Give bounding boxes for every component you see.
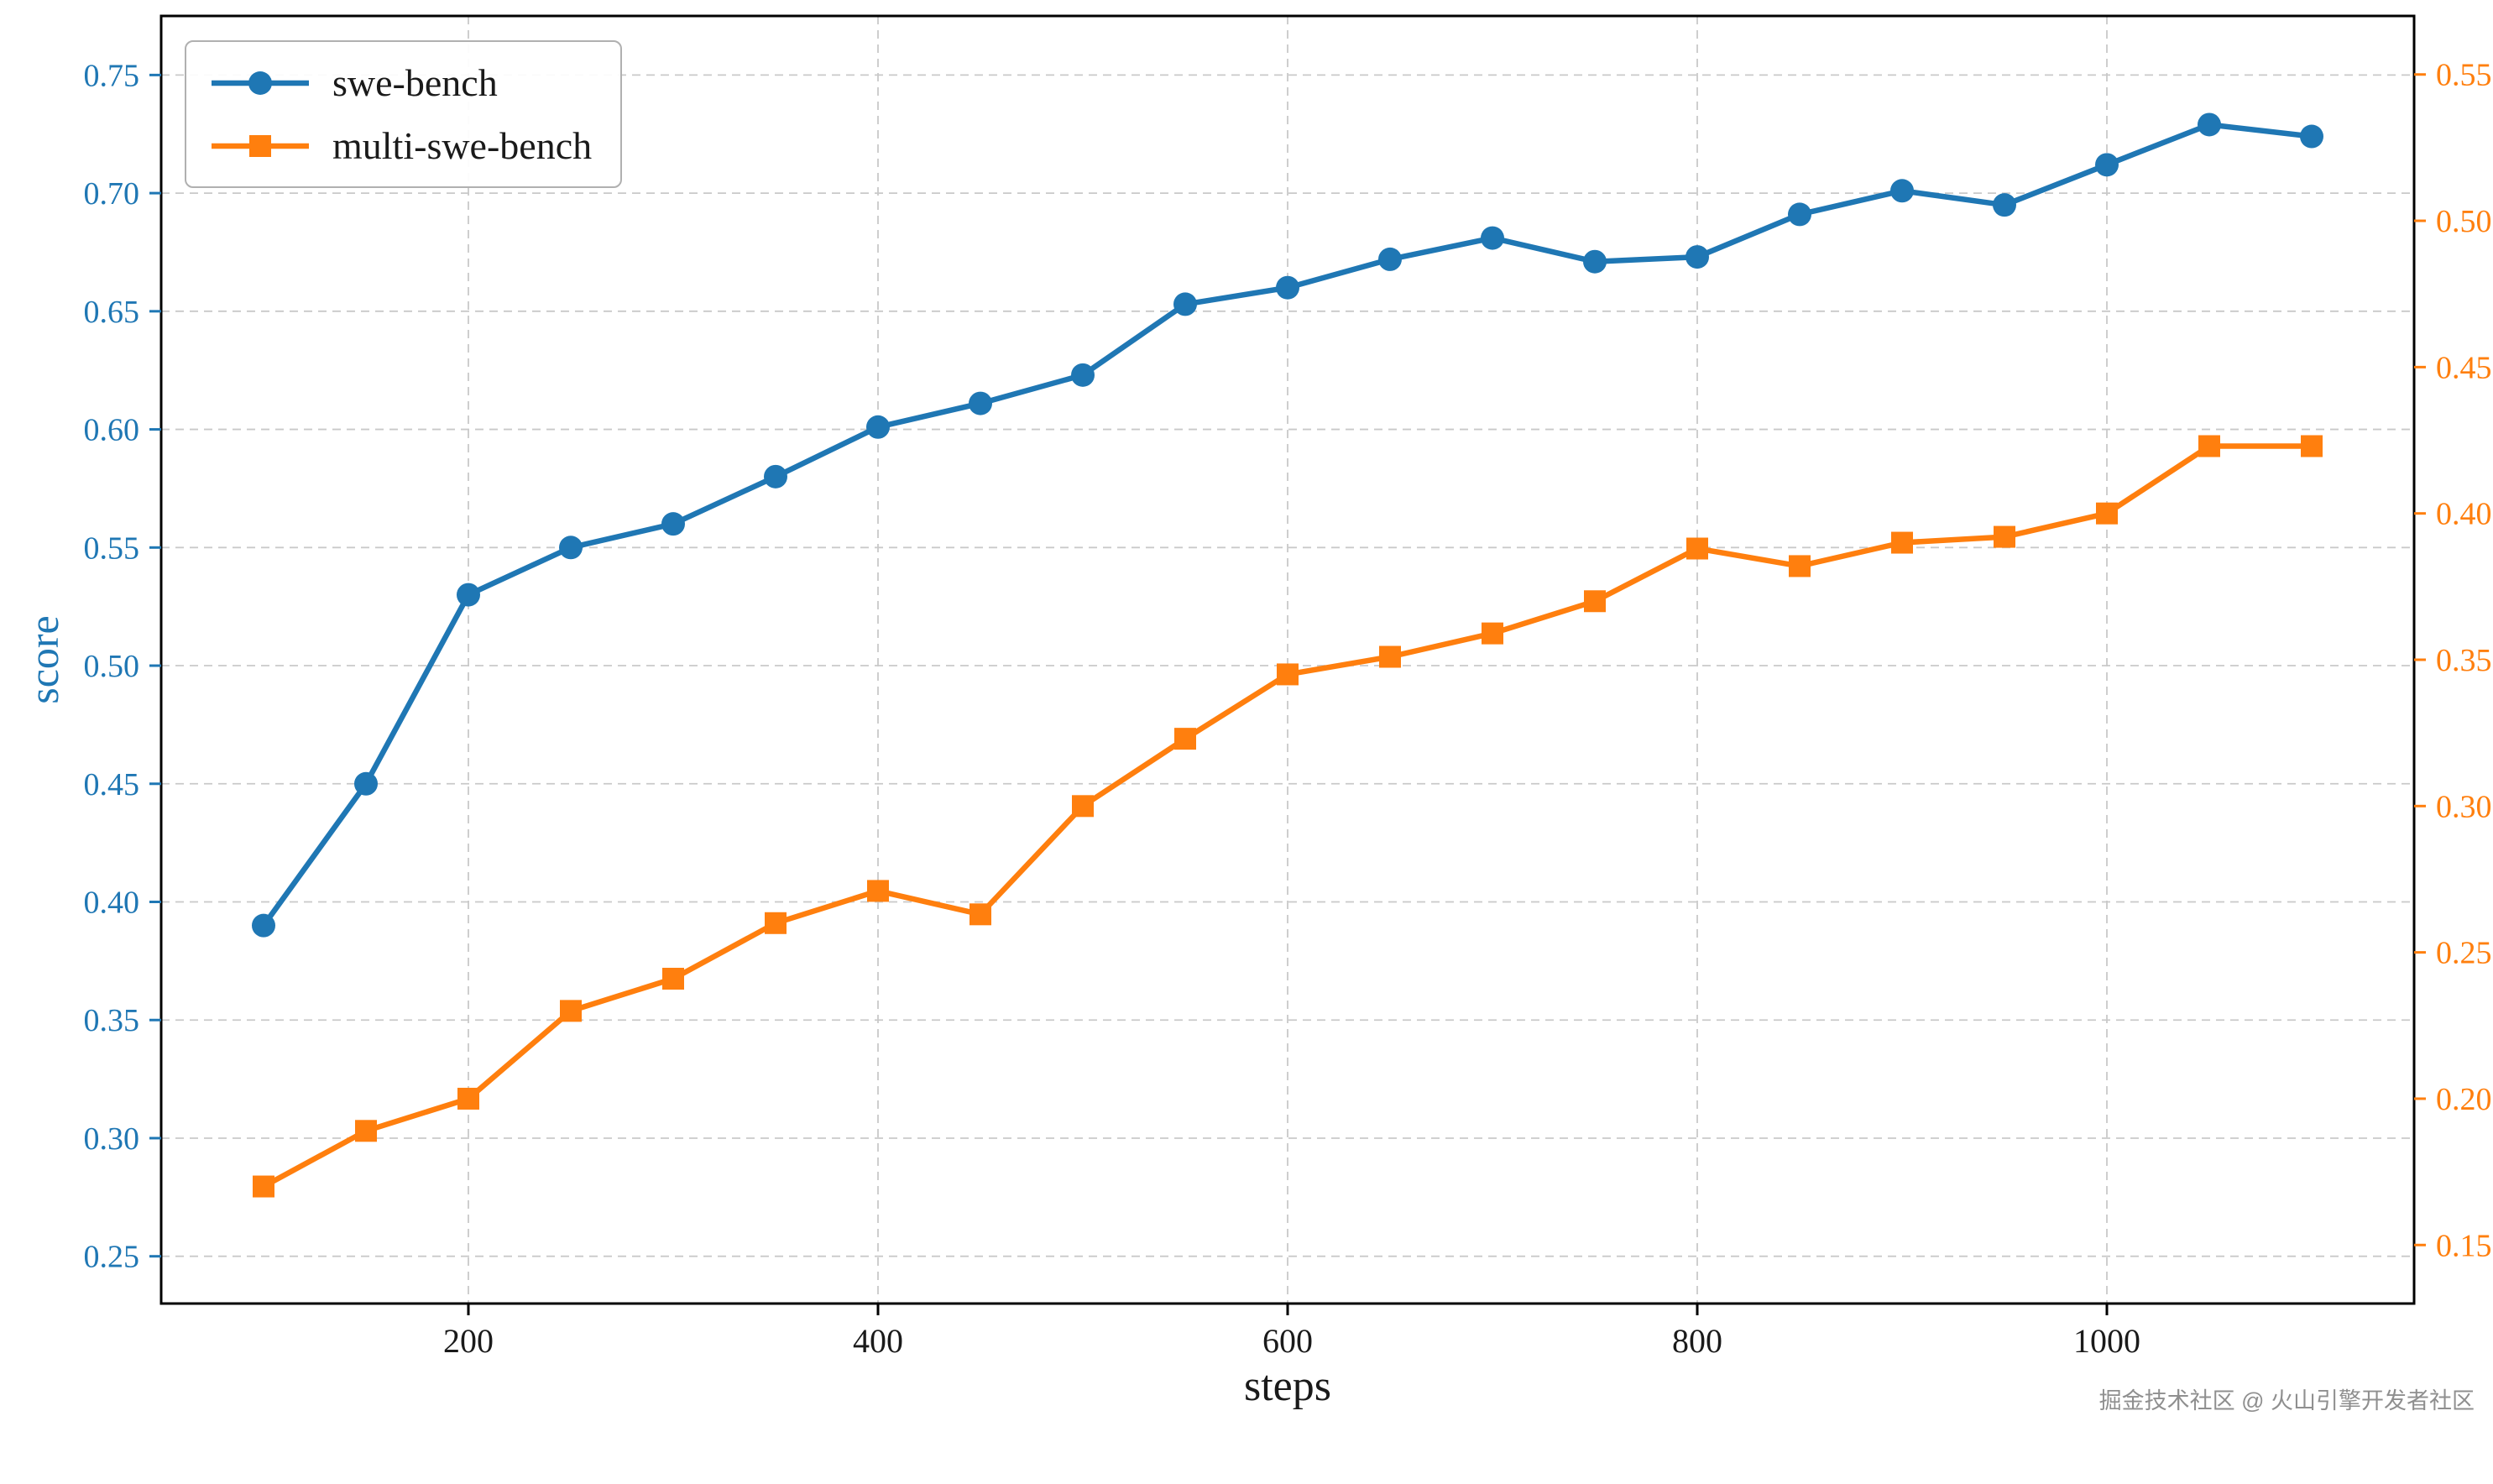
right-y-tick-label: 0.40 [2436, 497, 2492, 532]
data-point-multi-swe-bench [457, 1087, 479, 1110]
data-point-swe-bench [1378, 247, 1402, 271]
x-tick-label: 1000 [2073, 1322, 2140, 1360]
data-point-multi-swe-bench [1891, 531, 1913, 554]
data-point-multi-swe-bench [662, 968, 684, 990]
left-y-tick-label: 0.55 [84, 530, 140, 566]
data-point-multi-swe-bench [2301, 435, 2323, 457]
left-y-tick-label: 0.60 [84, 413, 140, 448]
right-y-tick-label: 0.55 [2436, 58, 2492, 93]
legend-item-multi-swe-bench: multi-swe-bench [208, 123, 592, 168]
x-tick-label: 800 [1672, 1322, 1722, 1360]
data-point-swe-bench [1788, 202, 1811, 227]
data-point-multi-swe-bench [355, 1120, 377, 1142]
data-point-multi-swe-bench [1789, 555, 1811, 577]
left-y-tick-label: 0.70 [84, 176, 140, 212]
legend-label-swe-bench: swe-bench [332, 61, 498, 104]
data-point-swe-bench [866, 415, 890, 439]
data-point-swe-bench [2300, 124, 2323, 149]
data-point-swe-bench [1173, 292, 1197, 316]
data-point-swe-bench [969, 391, 992, 415]
right-y-tick-label: 0.30 [2436, 789, 2492, 824]
data-point-multi-swe-bench [867, 880, 889, 902]
legend-swatch-square-icon [212, 134, 309, 157]
x-tick-label: 200 [443, 1322, 494, 1360]
data-point-swe-bench [1276, 275, 1299, 300]
data-point-multi-swe-bench [1379, 645, 1401, 668]
data-point-swe-bench [457, 583, 480, 607]
data-point-swe-bench [252, 913, 275, 938]
data-point-swe-bench [1583, 249, 1607, 274]
data-point-swe-bench [559, 536, 583, 560]
data-point-swe-bench [1686, 245, 1709, 269]
data-point-swe-bench [661, 512, 685, 536]
legend-label-multi-swe-bench: multi-swe-bench [332, 124, 593, 167]
right-y-tick-label: 0.50 [2436, 204, 2492, 239]
data-point-swe-bench [1890, 179, 1914, 203]
data-point-swe-bench [354, 771, 378, 796]
right-y-tick-label: 0.20 [2436, 1082, 2492, 1117]
left-y-tick-label: 0.35 [84, 1003, 140, 1038]
data-point-swe-bench [1993, 193, 2016, 217]
y-axis-label: score [20, 615, 67, 704]
data-point-multi-swe-bench [2198, 435, 2220, 457]
data-point-swe-bench [2095, 153, 2119, 177]
left-y-tick-label: 0.65 [84, 295, 140, 330]
data-point-multi-swe-bench [1072, 795, 1094, 818]
right-y-tick-label: 0.15 [2436, 1228, 2492, 1263]
data-point-swe-bench [1481, 226, 1504, 250]
data-point-swe-bench [764, 464, 787, 489]
left-y-tick-label: 0.75 [84, 58, 140, 93]
legend-swatch-circle-icon [212, 71, 309, 95]
legend: swe-bench multi-swe-bench [185, 40, 623, 188]
left-y-tick-label: 0.30 [84, 1121, 140, 1157]
data-point-multi-swe-bench [1174, 728, 1196, 750]
right-y-tick-label: 0.35 [2436, 643, 2492, 678]
x-tick-label: 600 [1262, 1322, 1313, 1360]
watermark: 掘金技术社区 @ 火山引擎开发者社区 [2098, 1388, 2475, 1413]
data-point-multi-swe-bench [1584, 590, 1606, 613]
data-point-multi-swe-bench [2096, 502, 2118, 525]
data-point-multi-swe-bench [970, 903, 991, 926]
data-point-swe-bench [1071, 363, 1095, 387]
data-point-multi-swe-bench [560, 1000, 582, 1022]
right-y-tick-label: 0.45 [2436, 350, 2492, 385]
data-point-multi-swe-bench [1686, 537, 1708, 560]
left-y-tick-label: 0.25 [84, 1240, 140, 1275]
left-y-tick-label: 0.40 [84, 886, 140, 921]
right-y-tick-label: 0.25 [2436, 936, 2492, 971]
x-axis-label: steps [1244, 1362, 1331, 1410]
left-y-tick-label: 0.50 [84, 649, 140, 684]
legend-item-swe-bench: swe-bench [208, 60, 592, 105]
data-point-swe-bench [2198, 112, 2221, 137]
data-point-multi-swe-bench [1482, 622, 1503, 645]
data-point-multi-swe-bench [1994, 525, 2015, 548]
x-tick-label: 400 [853, 1322, 903, 1360]
data-point-multi-swe-bench [253, 1175, 274, 1198]
left-y-tick-label: 0.45 [84, 767, 140, 802]
data-point-multi-swe-bench [765, 912, 787, 934]
data-point-multi-swe-bench [1277, 663, 1299, 686]
